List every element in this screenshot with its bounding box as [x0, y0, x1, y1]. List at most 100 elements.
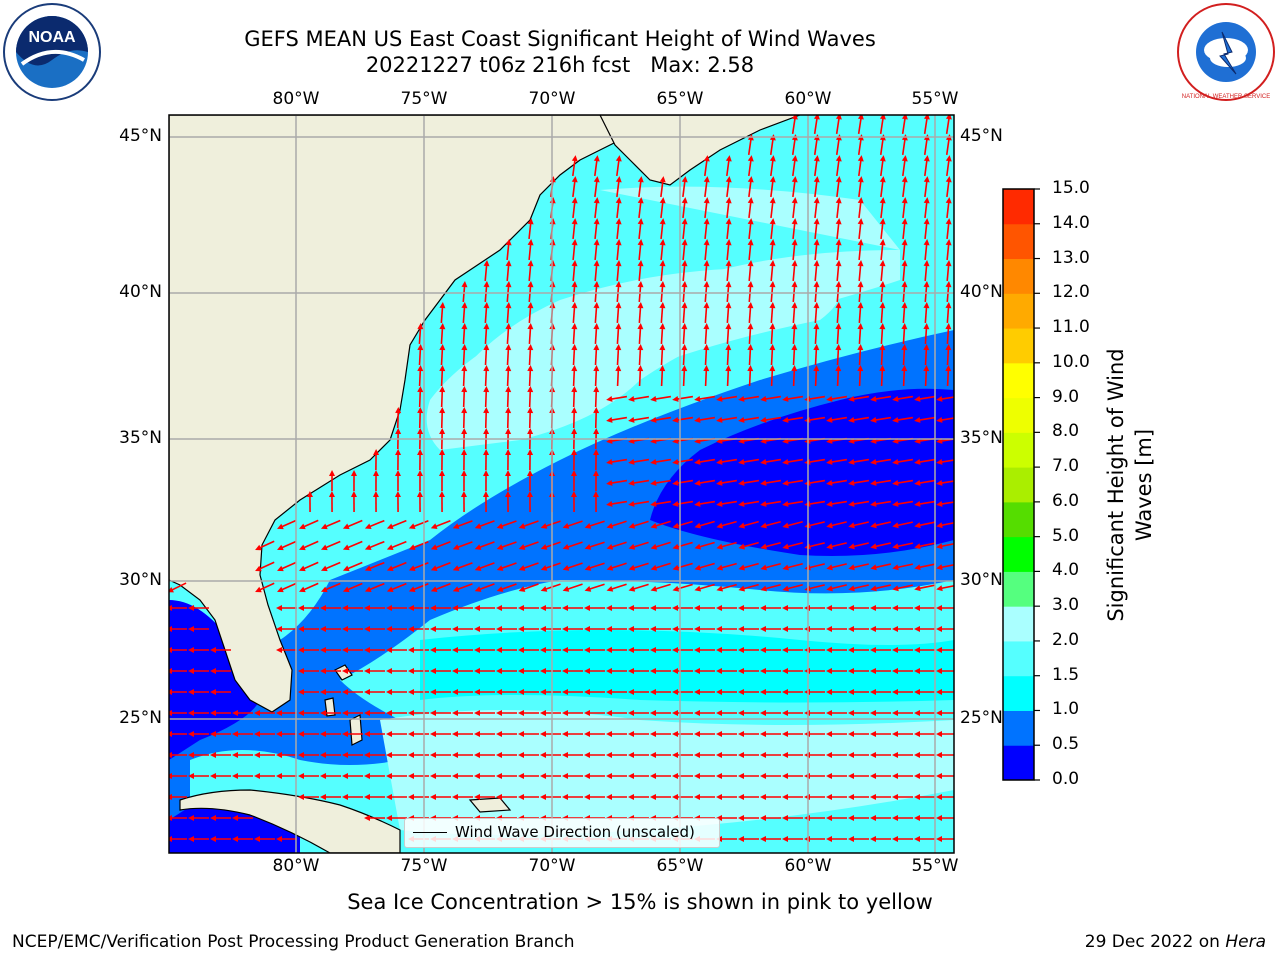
- wind-wave-arrow: [792, 304, 796, 324]
- wind-wave-arrowhead: [672, 794, 678, 800]
- wind-wave-arrow: [762, 500, 782, 506]
- wind-wave-arrow: [828, 416, 848, 422]
- wind-wave-arrowhead: [782, 647, 788, 653]
- wind-wave-arrow: [323, 519, 341, 529]
- nws-logo: NATIONAL WEATHER SERVICE: [1177, 3, 1275, 101]
- wind-wave-arrow: [674, 458, 694, 464]
- wind-wave-arrowhead: [725, 239, 732, 246]
- wind-wave-arrowhead: [628, 794, 634, 800]
- wind-wave-arrowhead: [672, 647, 678, 653]
- wind-wave-arrowhead: [694, 522, 702, 529]
- wind-wave-arrowhead: [342, 626, 348, 632]
- wind-wave-arrowhead: [879, 323, 886, 330]
- wind-wave-arrowhead: [923, 260, 930, 267]
- wind-wave-arrow: [806, 479, 826, 485]
- wind-wave-arrowhead: [870, 752, 876, 758]
- wind-wave-arrowhead: [826, 500, 833, 507]
- wind-wave-arrowhead: [364, 605, 370, 611]
- wind-wave-arrow: [946, 178, 950, 198]
- wind-wave-arrow: [506, 304, 510, 324]
- wind-wave-arrowhead: [430, 710, 436, 716]
- wind-wave-arrowhead: [769, 239, 776, 246]
- wind-wave-arrowhead: [417, 365, 424, 372]
- wind-wave-arrow: [257, 582, 275, 592]
- wind-wave-arrow: [946, 304, 950, 324]
- wind-wave-arrowhead: [452, 668, 458, 674]
- wind-wave-arrowhead: [716, 585, 724, 592]
- wind-wave-arrowhead: [439, 428, 446, 435]
- wind-wave-arrow: [630, 416, 650, 422]
- wind-wave-arrowhead: [650, 605, 656, 611]
- wind-wave-arrowhead: [914, 416, 921, 423]
- wind-wave-arrowhead: [945, 218, 952, 225]
- wind-wave-arrowhead: [628, 479, 635, 486]
- wind-wave-arrowhead: [232, 752, 238, 758]
- wind-wave-arrowhead: [386, 668, 392, 674]
- wind-wave-arrow: [916, 479, 936, 485]
- wind-wave-arrowhead: [848, 773, 854, 779]
- wind-wave-arrowhead: [562, 544, 570, 550]
- wind-wave-arrowhead: [650, 458, 657, 465]
- wind-wave-arrowhead: [791, 281, 798, 288]
- wind-wave-arrowhead: [857, 302, 864, 309]
- wind-wave-arrow: [740, 500, 760, 506]
- wind-wave-arrowhead: [386, 605, 392, 611]
- wind-wave-arrow: [169, 582, 187, 592]
- wind-wave-arrowhead: [540, 689, 546, 695]
- wind-wave-arrowhead: [782, 500, 789, 507]
- wind-wave-arrowhead: [188, 689, 194, 695]
- wind-wave-arrow: [652, 395, 672, 401]
- wind-wave-arrowhead: [791, 365, 798, 372]
- wind-wave-arrow: [785, 563, 803, 569]
- wind-wave-arrowhead: [606, 479, 613, 486]
- wind-wave-arrow: [616, 199, 620, 219]
- wind-wave-arrowhead: [936, 647, 942, 653]
- title-line-1: GEFS MEAN US East Coast Significant Heig…: [244, 27, 876, 51]
- wind-wave-arrowhead: [518, 710, 524, 716]
- lon-label-bottom-80w: 80°W: [272, 856, 320, 876]
- wind-wave-arrow: [572, 199, 576, 219]
- wind-wave-arrowhead: [254, 710, 260, 716]
- wind-wave-arrowhead: [936, 668, 942, 674]
- wind-wave-arrowhead: [870, 668, 876, 674]
- wind-wave-arrowhead: [782, 815, 788, 821]
- wind-wave-arrowhead: [914, 668, 920, 674]
- wind-wave-arrowhead: [518, 752, 524, 758]
- wind-wave-direction-arrows: [169, 115, 954, 842]
- wind-wave-arrowhead: [483, 302, 490, 309]
- wind-wave-arrow: [477, 520, 495, 528]
- wind-wave-arrow: [630, 500, 650, 506]
- wind-wave-arrowhead: [364, 815, 370, 821]
- title-line-2: 20221227 t06z 216h fcst Max: 2.58: [365, 53, 755, 77]
- wind-wave-arrow: [718, 500, 738, 506]
- wind-wave-arrowhead: [518, 605, 524, 611]
- map-area: [169, 115, 954, 853]
- wind-wave-arrowhead: [848, 395, 855, 402]
- wind-wave-arrow: [682, 304, 686, 324]
- colorbar-segment: [1003, 258, 1034, 294]
- wind-wave-arrowhead: [496, 605, 502, 611]
- wind-wave-arrowhead: [540, 773, 546, 779]
- wind-wave-arrowhead: [826, 668, 832, 674]
- wind-wave-arrowhead: [936, 731, 942, 737]
- bahamas-landmass: [349, 714, 363, 746]
- colorbar-tick-label: 8.0: [1052, 421, 1080, 442]
- wind-wave-arrowhead: [637, 176, 644, 183]
- wind-wave-arrowhead: [461, 302, 468, 309]
- wind-wave-arrow: [484, 388, 488, 408]
- wind-wave-arrowhead: [826, 522, 833, 529]
- wind-wave-arrowhead: [408, 773, 414, 779]
- wind-wave-arrowhead: [210, 668, 216, 674]
- wind-wave-arrowhead: [659, 365, 666, 372]
- wind-wave-arrowhead: [606, 710, 612, 716]
- wind-wave-arrowhead: [879, 365, 886, 372]
- wind-wave-arrowhead: [870, 773, 876, 779]
- wind-wave-arrowhead: [540, 752, 546, 758]
- wind-wave-arrowhead: [615, 239, 622, 246]
- wind-wave-arrowhead: [637, 260, 644, 267]
- wind-wave-arrowhead: [914, 647, 920, 653]
- wind-wave-arrowhead: [923, 197, 930, 204]
- lon-label-top-75w: 75°W: [400, 89, 448, 109]
- wind-wave-arrowhead: [659, 344, 666, 351]
- wind-wave-arrowhead: [505, 239, 512, 246]
